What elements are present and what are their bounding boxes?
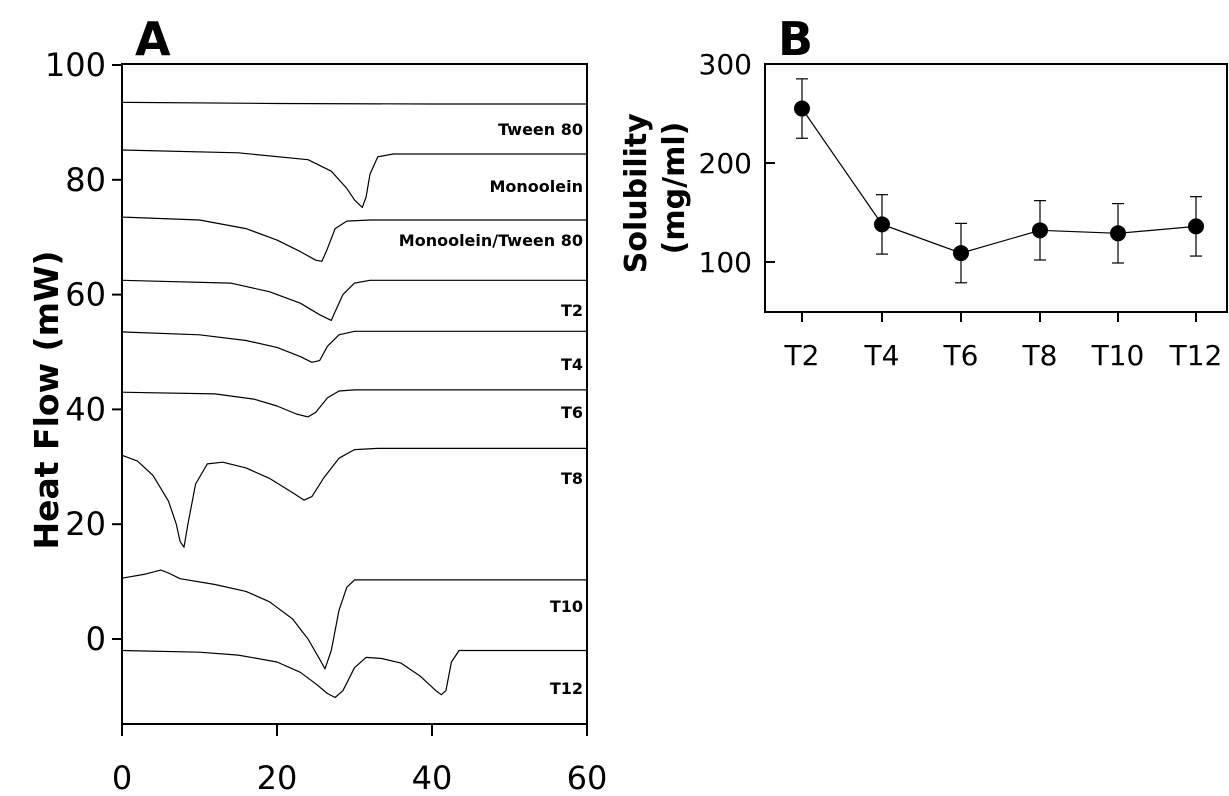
panel-a-curve-monoolein-tween-80: [121, 216, 587, 262]
panel-b-x-tick-label-t6: T6: [943, 339, 979, 372]
panel-b-x-tick-label-t12: T12: [1169, 339, 1223, 372]
panel-b-y-tick-label: 100: [699, 246, 752, 279]
panel-b-plot-frame: [764, 63, 1228, 313]
panel-a-curve-t12: [121, 649, 587, 699]
panel-a-curve-t2: [121, 279, 587, 321]
panel-a-curve-labels: Tween 80 Monoolein Monoolein/Tween 80 T2 T4 T…: [399, 120, 583, 698]
panel-b-y-axis-label-line-2: (mg/ml): [657, 122, 692, 255]
panel-a-y-tick-label: 40: [65, 390, 106, 428]
panel-b-point-t10: [1110, 225, 1126, 242]
panel-b-point-t8: [1032, 222, 1048, 239]
panel-b-y-tick-label: 300: [699, 48, 752, 81]
panel-b-point-t2: [794, 100, 810, 117]
panel-b-y-tick-label: 200: [699, 147, 752, 180]
panel-a-y-axis-label: Heat Flow (mW): [27, 251, 66, 550]
panel-a-curve-t4: [121, 330, 587, 363]
panel-a-x-tick-label: 20: [257, 759, 298, 796]
panel-a-curve-label-t4: T4: [561, 355, 583, 374]
panel-a-curve-label-monoolein: Monoolein: [490, 177, 584, 196]
panel-a-y-tick-label: 20: [65, 505, 106, 543]
panel-a-curve-label-t8: T8: [561, 469, 583, 488]
panel-a-x-tick-label: 60: [567, 759, 608, 796]
panel-a: A Heat Flow (mW) 100 80 60 40 20 0 0 20 40 60 Tw…: [27, 12, 607, 796]
panel-a-plot-frame: [121, 63, 588, 725]
panel-b-x-tick-label-t2: T2: [784, 339, 820, 372]
panel-a-curve-t6: [121, 389, 587, 418]
panel-a-curve-label-t2: T2: [561, 301, 583, 320]
panel-a-curve-label-t12: T12: [550, 679, 583, 698]
panel-a-y-tick-label: 100: [45, 46, 106, 84]
panel-b-x-tick-label-t4: T4: [864, 339, 900, 372]
panel-b-x-tick-label-t10: T10: [1091, 339, 1145, 372]
panel-b-point-t6: [953, 245, 969, 262]
panel-a-x-ticks: 0 20 40 60: [112, 724, 608, 796]
panel-b-y-axis-label-line-1: Solubility: [619, 113, 654, 274]
panel-b-y-ticks: 300 200 100: [699, 48, 775, 279]
panel-a-curve-monoolein: [121, 149, 587, 208]
panel-b-x-ticks: T2 T4 T6 T8 T10 T12: [784, 312, 1223, 372]
panel-b-point-t12: [1188, 218, 1204, 235]
panel-b-y-axis-label: Solubility (mg/ml): [619, 103, 692, 274]
panel-a-y-ticks: 100 80 60 40 20 0: [45, 46, 122, 658]
panel-b-series: [794, 78, 1204, 284]
panel-a-curves: [121, 101, 587, 699]
panel-a-x-tick-label: 0: [112, 759, 132, 796]
panel-a-curve-tween-80: [121, 101, 587, 105]
panel-a-curve-label-t6: T6: [561, 403, 583, 422]
panel-a-y-tick-label: 60: [65, 276, 106, 314]
panel-a-letter: A: [135, 12, 171, 66]
panel-a-x-tick-label: 40: [412, 759, 453, 796]
panel-a-y-tick-label: 0: [86, 620, 106, 658]
panel-a-y-tick-label: 80: [65, 161, 106, 199]
panel-a-curve-t8: [121, 447, 587, 548]
panel-b-x-tick-label-t8: T8: [1022, 339, 1058, 372]
panel-a-curve-label-t10: T10: [550, 597, 583, 616]
panel-b-letter: B: [778, 12, 813, 66]
panel-a-curve-label-monoolein-tween-80: Monoolein/Tween 80: [399, 231, 583, 250]
panel-b-series-line: [801, 108, 1197, 254]
panel-a-curve-t10: [121, 569, 587, 670]
panel-a-curve-label-tween-80: Tween 80: [498, 120, 583, 139]
panel-b-point-t4: [874, 216, 890, 233]
